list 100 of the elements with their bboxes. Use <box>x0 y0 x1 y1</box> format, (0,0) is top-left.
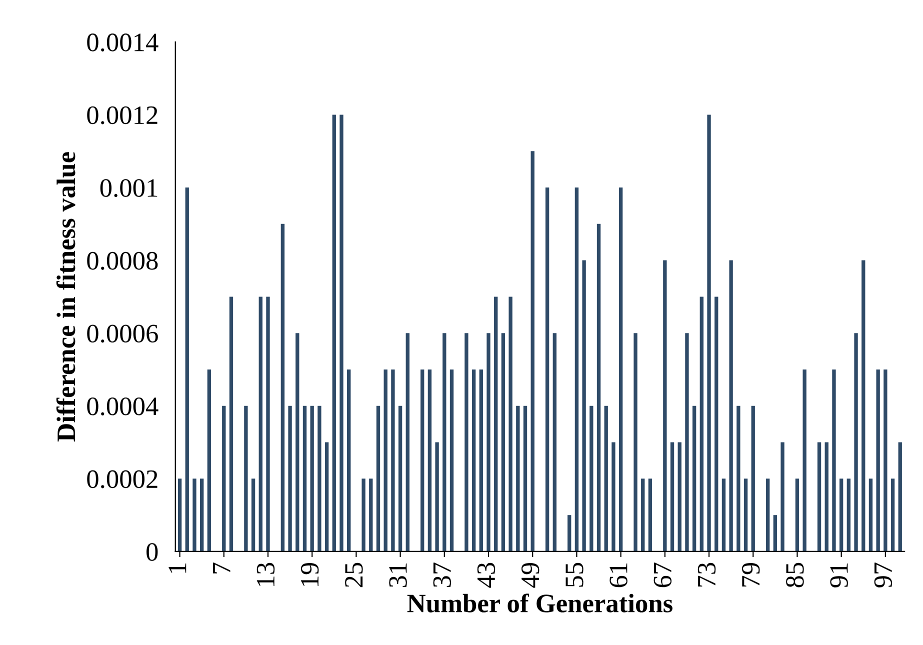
bar <box>744 478 748 552</box>
bar <box>391 369 395 552</box>
x-tick-label: 67 <box>654 562 672 588</box>
bar <box>568 515 572 552</box>
bar <box>700 296 704 552</box>
bar <box>200 478 204 552</box>
bar <box>751 406 755 552</box>
bar <box>244 406 248 552</box>
bar <box>185 188 189 552</box>
x-tick-label: 85 <box>786 562 804 588</box>
bar <box>258 296 262 552</box>
bar <box>362 478 366 552</box>
y-tick-label: 0 <box>146 543 158 561</box>
bar <box>222 406 226 552</box>
bar <box>729 260 733 552</box>
bar <box>280 224 285 552</box>
bar <box>442 333 446 552</box>
bar <box>310 406 314 552</box>
bar <box>678 442 682 552</box>
bar <box>251 478 256 552</box>
bar <box>288 406 292 552</box>
bar <box>450 369 454 552</box>
bar <box>692 406 696 552</box>
bar <box>574 188 579 552</box>
y-tick-label: 0.0012 <box>87 106 158 124</box>
y-tick-label: 0.0006 <box>87 324 158 343</box>
x-tick-label: 49 <box>521 562 540 588</box>
bar <box>428 369 432 552</box>
bar <box>545 188 550 552</box>
y-tick-label: 0.0002 <box>87 470 158 488</box>
x-tick-label: 19 <box>300 562 319 586</box>
bar <box>296 333 300 552</box>
bar <box>266 296 270 552</box>
y-tick-label: 0.0008 <box>87 252 158 270</box>
bar <box>604 406 608 552</box>
bar <box>332 114 336 552</box>
bar <box>890 478 895 552</box>
bar <box>736 406 740 552</box>
bar <box>508 296 512 552</box>
bar <box>817 442 822 552</box>
bar <box>464 333 468 552</box>
bar <box>846 478 851 552</box>
bar <box>420 369 424 552</box>
bar <box>406 333 410 552</box>
bar <box>516 406 520 552</box>
bar <box>494 296 498 552</box>
bar <box>824 442 828 552</box>
bar <box>766 478 770 552</box>
bar <box>207 369 212 552</box>
x-tick-label: 13 <box>256 562 275 586</box>
y-tick-label: 0.0004 <box>87 397 158 416</box>
bar <box>376 406 380 552</box>
bar <box>486 333 490 552</box>
bar <box>854 333 858 552</box>
bar <box>192 478 196 552</box>
bar <box>340 114 344 552</box>
bar <box>773 515 778 552</box>
y-tick-label: 0.001 <box>100 179 158 198</box>
bar <box>302 406 307 552</box>
bar <box>884 369 888 552</box>
bar <box>832 369 836 552</box>
x-tick-label: 43 <box>477 562 496 588</box>
bar <box>648 478 652 552</box>
bar <box>780 442 784 552</box>
bar <box>707 114 711 552</box>
x-tick-label: 37 <box>433 562 452 588</box>
x-tick-label: 1 <box>168 563 186 573</box>
bar <box>663 260 667 552</box>
x-tick-label: 73 <box>698 562 716 587</box>
x-tick-label: 91 <box>830 563 848 588</box>
bar <box>898 442 902 552</box>
bar <box>722 478 726 552</box>
bar <box>530 151 534 552</box>
bar <box>479 369 483 552</box>
x-tick-label: 61 <box>610 563 628 588</box>
bar <box>552 333 556 552</box>
bar <box>670 442 674 552</box>
bar <box>596 224 601 552</box>
x-tick-label: 79 <box>742 562 760 587</box>
bar <box>472 369 476 552</box>
bar <box>178 478 182 552</box>
x-tick-label: 7 <box>212 562 230 574</box>
bar <box>384 369 388 552</box>
bar <box>868 478 873 552</box>
bar <box>435 442 439 552</box>
bar <box>318 406 322 552</box>
bar <box>612 442 616 552</box>
bar <box>795 478 800 552</box>
bar <box>685 333 689 552</box>
bar <box>398 406 402 552</box>
bar <box>802 369 806 552</box>
bar <box>229 296 234 552</box>
bar <box>590 406 594 552</box>
bar <box>634 333 638 552</box>
y-axis-title: Difference in fitness value <box>56 152 76 442</box>
x-tick-label: 97 <box>874 562 892 588</box>
bar <box>501 333 506 552</box>
bar <box>862 260 866 552</box>
y-tick-label: 0.0014 <box>87 34 158 52</box>
bar <box>523 406 528 552</box>
